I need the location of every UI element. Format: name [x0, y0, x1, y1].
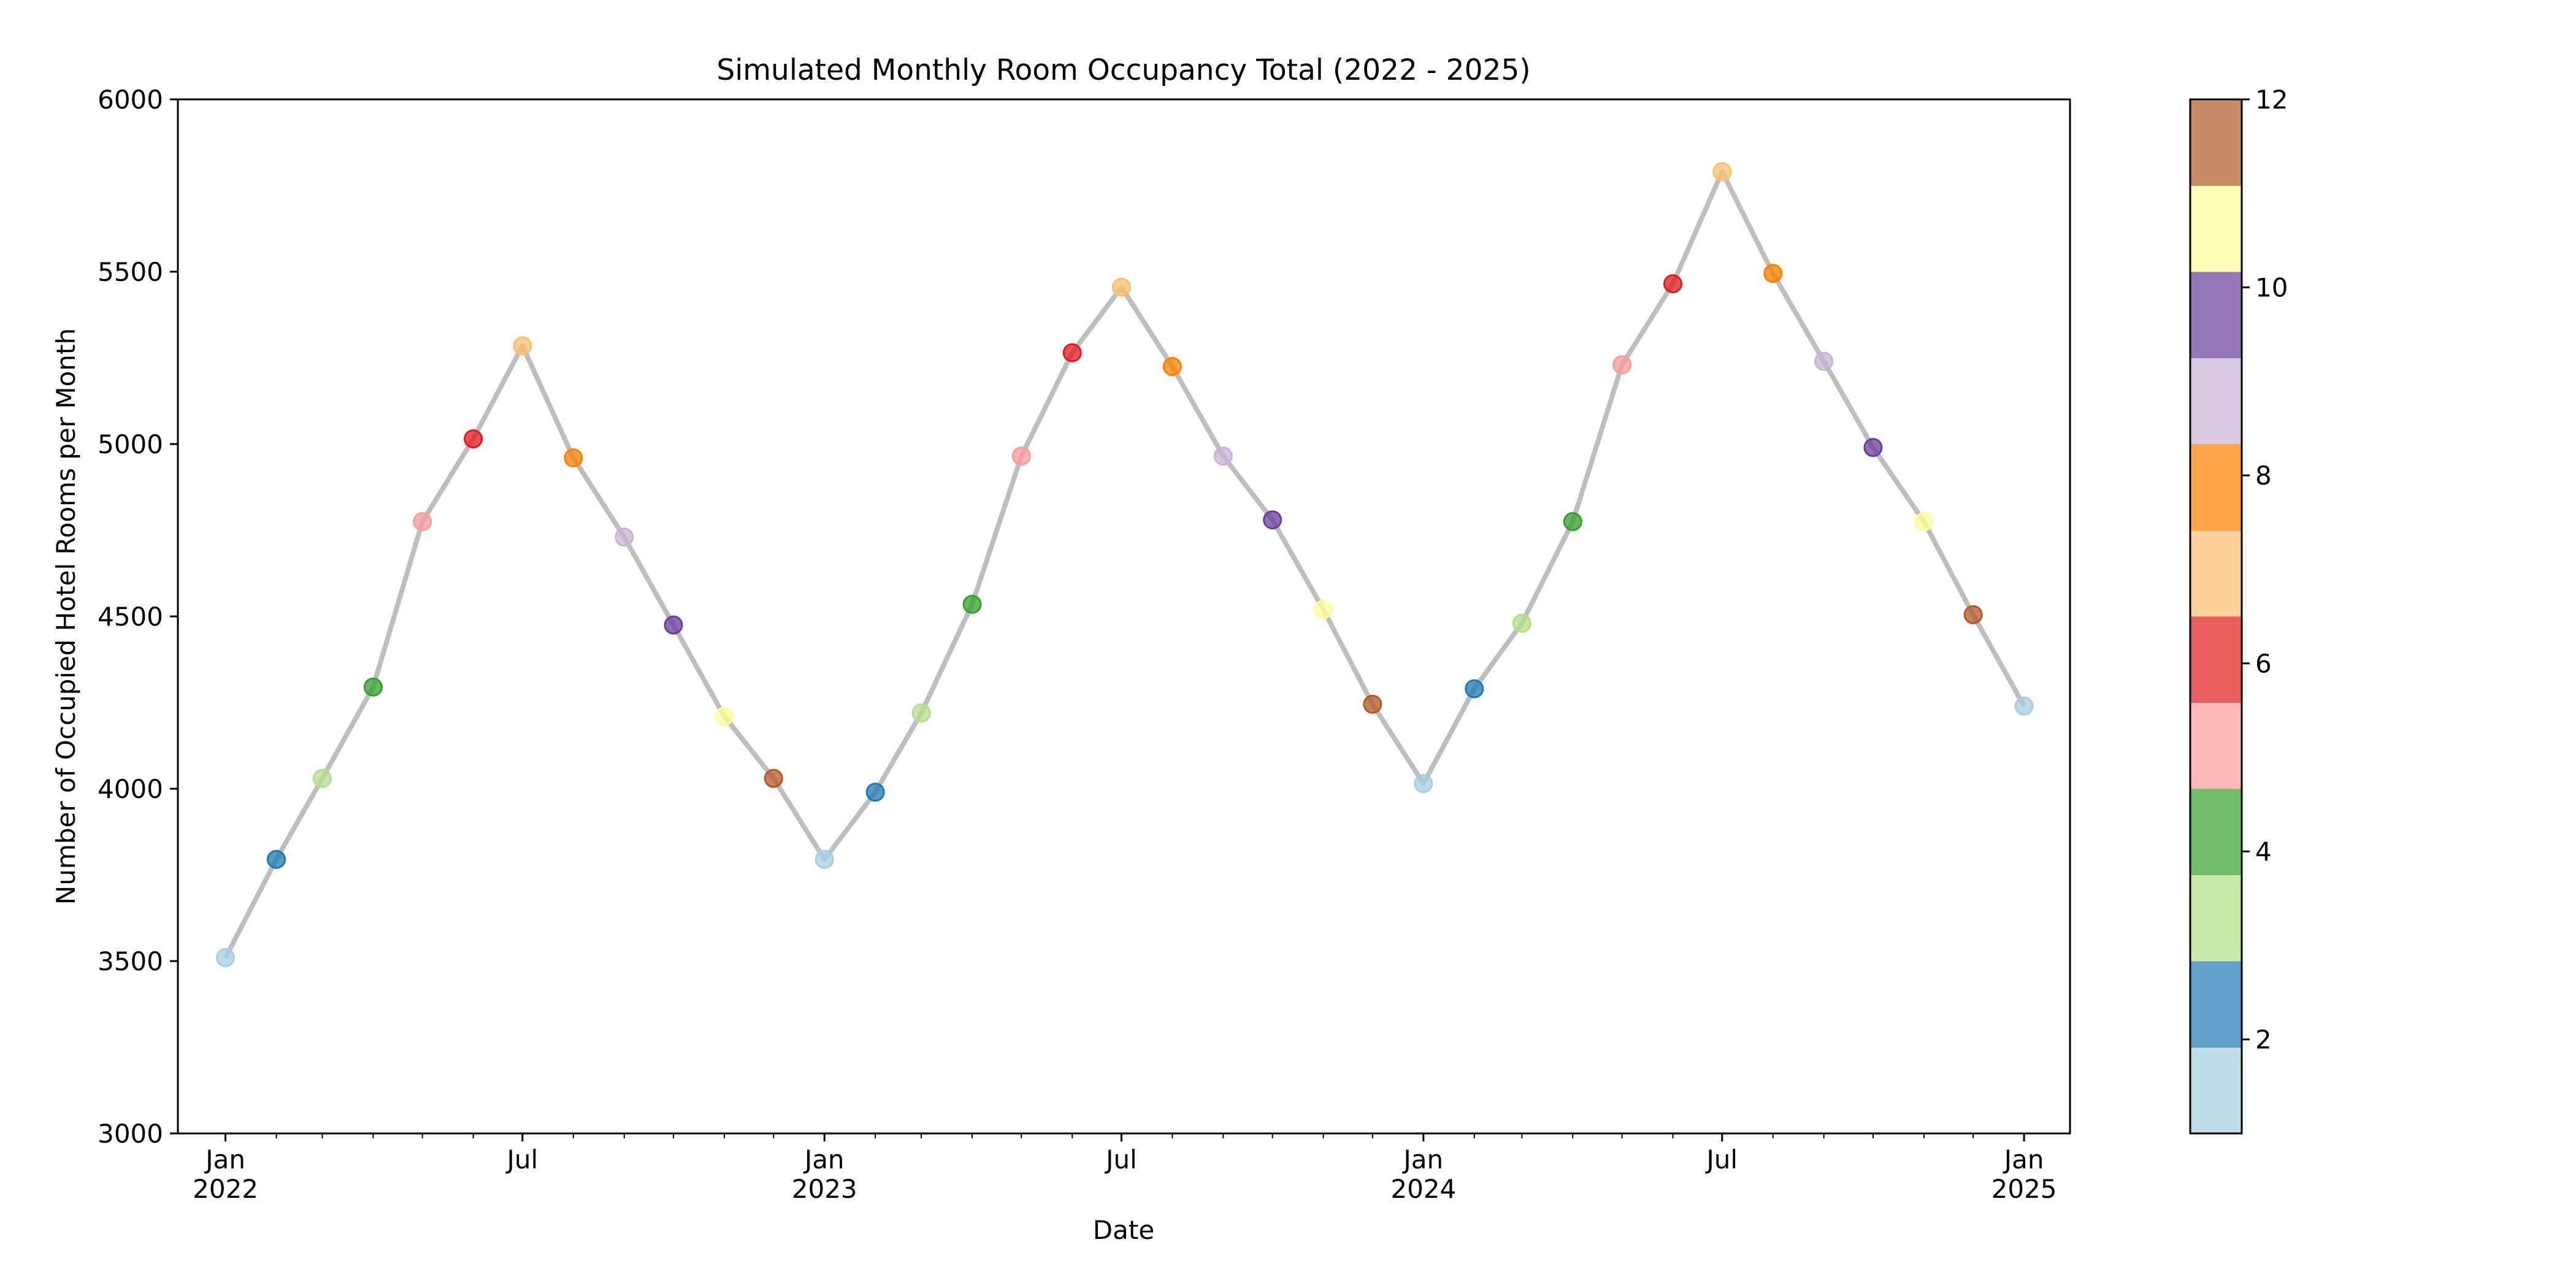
colorbar-segment	[2190, 358, 2242, 445]
y-tick-label: 3500	[98, 946, 163, 976]
colorbar-frame	[2189, 98, 2243, 1135]
data-point	[1263, 510, 1282, 530]
x-tick-label: Jan	[1401, 1144, 1443, 1175]
y-tick-label: 5500	[98, 257, 163, 287]
x-tick-label: Jul	[1704, 1144, 1738, 1175]
x-tick-year-label: 2022	[193, 1174, 258, 1204]
colorbar-segment	[2190, 272, 2242, 358]
data-point	[1011, 447, 1031, 466]
x-tick-label: Jan	[2003, 1144, 2044, 1175]
colorbar-segment	[2190, 1047, 2242, 1134]
data-point	[1314, 600, 1333, 619]
colorbar-tick-label: 10	[2255, 273, 2288, 303]
colorbar-tick-label: 8	[2255, 461, 2272, 491]
data-point	[1414, 774, 1433, 794]
x-tick-year-label: 2025	[1991, 1174, 2057, 1204]
x-tick-label: Jan	[803, 1144, 845, 1175]
y-tick-label: 3000	[98, 1119, 163, 1149]
plot-frame	[177, 98, 2071, 1135]
data-point	[513, 336, 532, 356]
y-tick-label: 6000	[98, 85, 163, 115]
y-axis: 3000 3500 4000 4500 5000 5500 6000	[98, 85, 178, 1149]
data-point	[865, 783, 885, 802]
data-point	[1814, 351, 1834, 371]
data-point	[815, 849, 834, 869]
data-point	[312, 769, 332, 788]
y-tick-label: 4500	[98, 602, 163, 632]
colorbar-segment	[2190, 444, 2242, 531]
x-tick-label: Jul	[1104, 1144, 1137, 1175]
data-point	[1062, 343, 1082, 362]
x-tick-year-label: 2023	[792, 1174, 857, 1204]
y-tick-label: 5000	[98, 429, 163, 459]
data-point	[664, 615, 683, 635]
data-point	[413, 512, 432, 531]
data-point	[764, 769, 783, 788]
data-point	[962, 594, 982, 614]
data-point	[464, 429, 483, 449]
data-point	[216, 948, 236, 967]
colorbar: 2 4 6 8 10 12	[2189, 85, 2288, 1135]
colorbar-segment	[2190, 702, 2242, 789]
data-point	[1712, 162, 1732, 182]
colorbar-segments	[2190, 99, 2242, 1134]
data-point	[564, 448, 583, 467]
x-tick-label: Jul	[505, 1144, 539, 1175]
colorbar-tick-label: 6	[2255, 649, 2272, 679]
data-point	[1465, 679, 1484, 699]
colorbar-tick-label: 12	[2255, 85, 2288, 115]
data-point	[911, 703, 931, 723]
data-point	[1162, 357, 1182, 377]
plot-area	[177, 98, 2071, 1135]
data-point	[615, 527, 634, 547]
data-point	[1213, 447, 1233, 466]
colorbar-tick-label: 2	[2255, 1025, 2272, 1055]
x-tick-year-label: 2024	[1390, 1174, 1456, 1204]
data-point	[2014, 696, 2034, 716]
data-point	[1363, 694, 1382, 714]
y-axis-label: Number of Occupied Hotel Rooms per Month	[51, 328, 81, 905]
colorbar-segment	[2190, 530, 2242, 617]
y-tick-label: 4000	[98, 774, 163, 804]
colorbar-segment	[2190, 789, 2242, 875]
colorbar-segment	[2190, 616, 2242, 703]
colorbar-segment	[2190, 875, 2242, 962]
data-point	[1563, 512, 1582, 531]
colorbar-ticks: 2 4 6 8 10 12	[2242, 85, 2288, 1055]
data-point	[1863, 438, 1883, 458]
x-axis-label: Date	[1093, 1215, 1154, 1245]
chart-title: Simulated Monthly Room Occupancy Total (…	[716, 53, 1530, 87]
data-point	[715, 707, 734, 726]
colorbar-segment	[2190, 961, 2242, 1048]
data-points	[216, 162, 2034, 967]
data-point	[267, 849, 286, 869]
data-point	[1763, 264, 1783, 283]
data-point	[363, 677, 383, 697]
data-point	[1111, 277, 1131, 297]
colorbar-tick-label: 4	[2255, 837, 2272, 867]
colorbar-segment	[2190, 99, 2242, 186]
data-point	[1914, 512, 1934, 531]
colorbar-segment	[2190, 185, 2242, 272]
x-tick-label: Jan	[204, 1144, 245, 1175]
data-point	[1512, 613, 1531, 633]
data-point	[1663, 274, 1682, 294]
data-point	[1963, 605, 1983, 624]
data-point	[1612, 355, 1632, 375]
